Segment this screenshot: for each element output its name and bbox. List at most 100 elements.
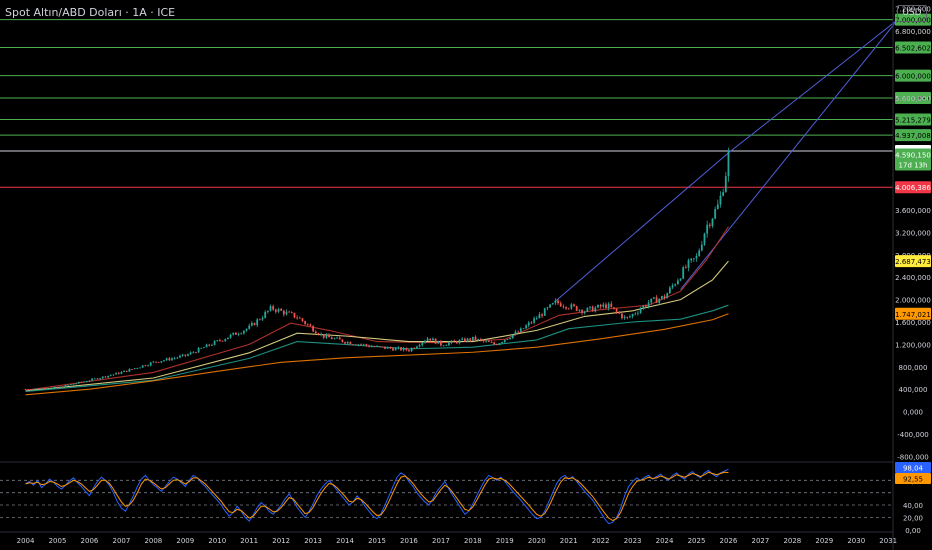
rsi-value-tag-0 (895, 462, 931, 473)
candle-body (376, 346, 378, 347)
candle-body (629, 316, 631, 318)
candle (32, 388, 35, 390)
candle-body (711, 218, 714, 226)
candle-body (370, 346, 373, 348)
candle-body (424, 340, 426, 343)
candle-body (687, 260, 690, 268)
candle (570, 302, 573, 310)
candle (352, 343, 354, 346)
candle-body (27, 389, 30, 391)
candle (232, 332, 235, 336)
currency-button[interactable]: USD (897, 5, 927, 22)
candle (330, 336, 333, 340)
candle (189, 351, 192, 355)
candle-body (437, 340, 440, 344)
candle-body (365, 344, 368, 346)
candle-body (479, 339, 482, 340)
candle (511, 334, 514, 340)
candle (187, 353, 189, 357)
candle-body (312, 326, 315, 332)
candle-body (181, 354, 184, 356)
candle (157, 362, 160, 363)
candle-body (261, 317, 264, 320)
candle-body (535, 318, 538, 320)
candle (309, 323, 312, 327)
price-pane[interactable] (0, 19, 899, 463)
candle (293, 312, 296, 319)
candle (211, 343, 213, 347)
candle (216, 339, 219, 342)
price-marker-2 (895, 307, 931, 320)
candle-body (301, 318, 304, 322)
candle (125, 370, 128, 373)
candle-body (474, 336, 477, 341)
candle-body (197, 347, 200, 353)
candle-body (304, 321, 307, 324)
rsi-pane[interactable] (0, 468, 893, 525)
candle (354, 343, 357, 346)
candle (48, 388, 51, 390)
candle (410, 347, 413, 353)
candle-body (546, 307, 549, 309)
candle (400, 346, 402, 351)
candle (559, 301, 562, 307)
y-tick-label: 3.200,000 (895, 229, 931, 237)
rsi-y-tick-label: 0,00 (905, 527, 921, 535)
candle (471, 336, 474, 341)
candle-body (389, 347, 392, 349)
candle (282, 309, 285, 317)
candle (53, 386, 56, 388)
candle (426, 336, 429, 342)
candle (655, 295, 658, 303)
candle-body (107, 375, 109, 378)
candle-body (354, 344, 357, 346)
candle (253, 322, 256, 326)
candle-body (392, 348, 394, 351)
candle (535, 316, 538, 321)
candle-body (591, 306, 594, 312)
candle-body (200, 347, 203, 349)
x-tick-label: 2027 (751, 537, 769, 545)
candle-body (328, 334, 330, 338)
x-tick-label: 2004 (17, 537, 35, 545)
candle (136, 367, 139, 370)
candle (266, 310, 269, 314)
level-price-tag-2 (895, 69, 931, 82)
price-axis[interactable]: 7.000,000 6.502,602 6.000,000 5.600,691 5.21… (892, 0, 931, 550)
candle (312, 325, 315, 333)
candle-body (631, 314, 634, 317)
candle-body (658, 298, 661, 303)
x-tick-label: 2023 (624, 537, 642, 545)
candle (301, 317, 304, 323)
candle (171, 357, 173, 362)
candle (676, 278, 679, 285)
candle-body (155, 361, 157, 363)
candle-body (234, 332, 237, 335)
candle-body (75, 383, 78, 385)
candle (469, 337, 472, 342)
candle (203, 346, 205, 349)
candle-body (589, 306, 591, 308)
candle (141, 365, 144, 368)
candle-body (450, 340, 453, 343)
candle (530, 321, 533, 324)
candle (714, 206, 717, 220)
candle (485, 339, 488, 343)
y-tick-label: 2.400,000 (895, 274, 931, 282)
candle (519, 327, 522, 333)
candle (607, 301, 610, 311)
candle-body (333, 338, 336, 340)
candle-body (381, 346, 384, 348)
candle (43, 387, 46, 390)
candle-body (602, 304, 605, 307)
candle-body (674, 284, 677, 286)
x-tick-label: 2016 (400, 537, 418, 545)
candle-body (88, 380, 91, 382)
candle (256, 318, 259, 328)
candle (642, 304, 645, 311)
candle-body (642, 305, 645, 309)
time-axis[interactable]: 2004 2005 2006 2007 2008 2009 2010 2011 2012 2013… (0, 531, 897, 545)
candle-body (567, 308, 570, 310)
candle-body (530, 322, 533, 324)
